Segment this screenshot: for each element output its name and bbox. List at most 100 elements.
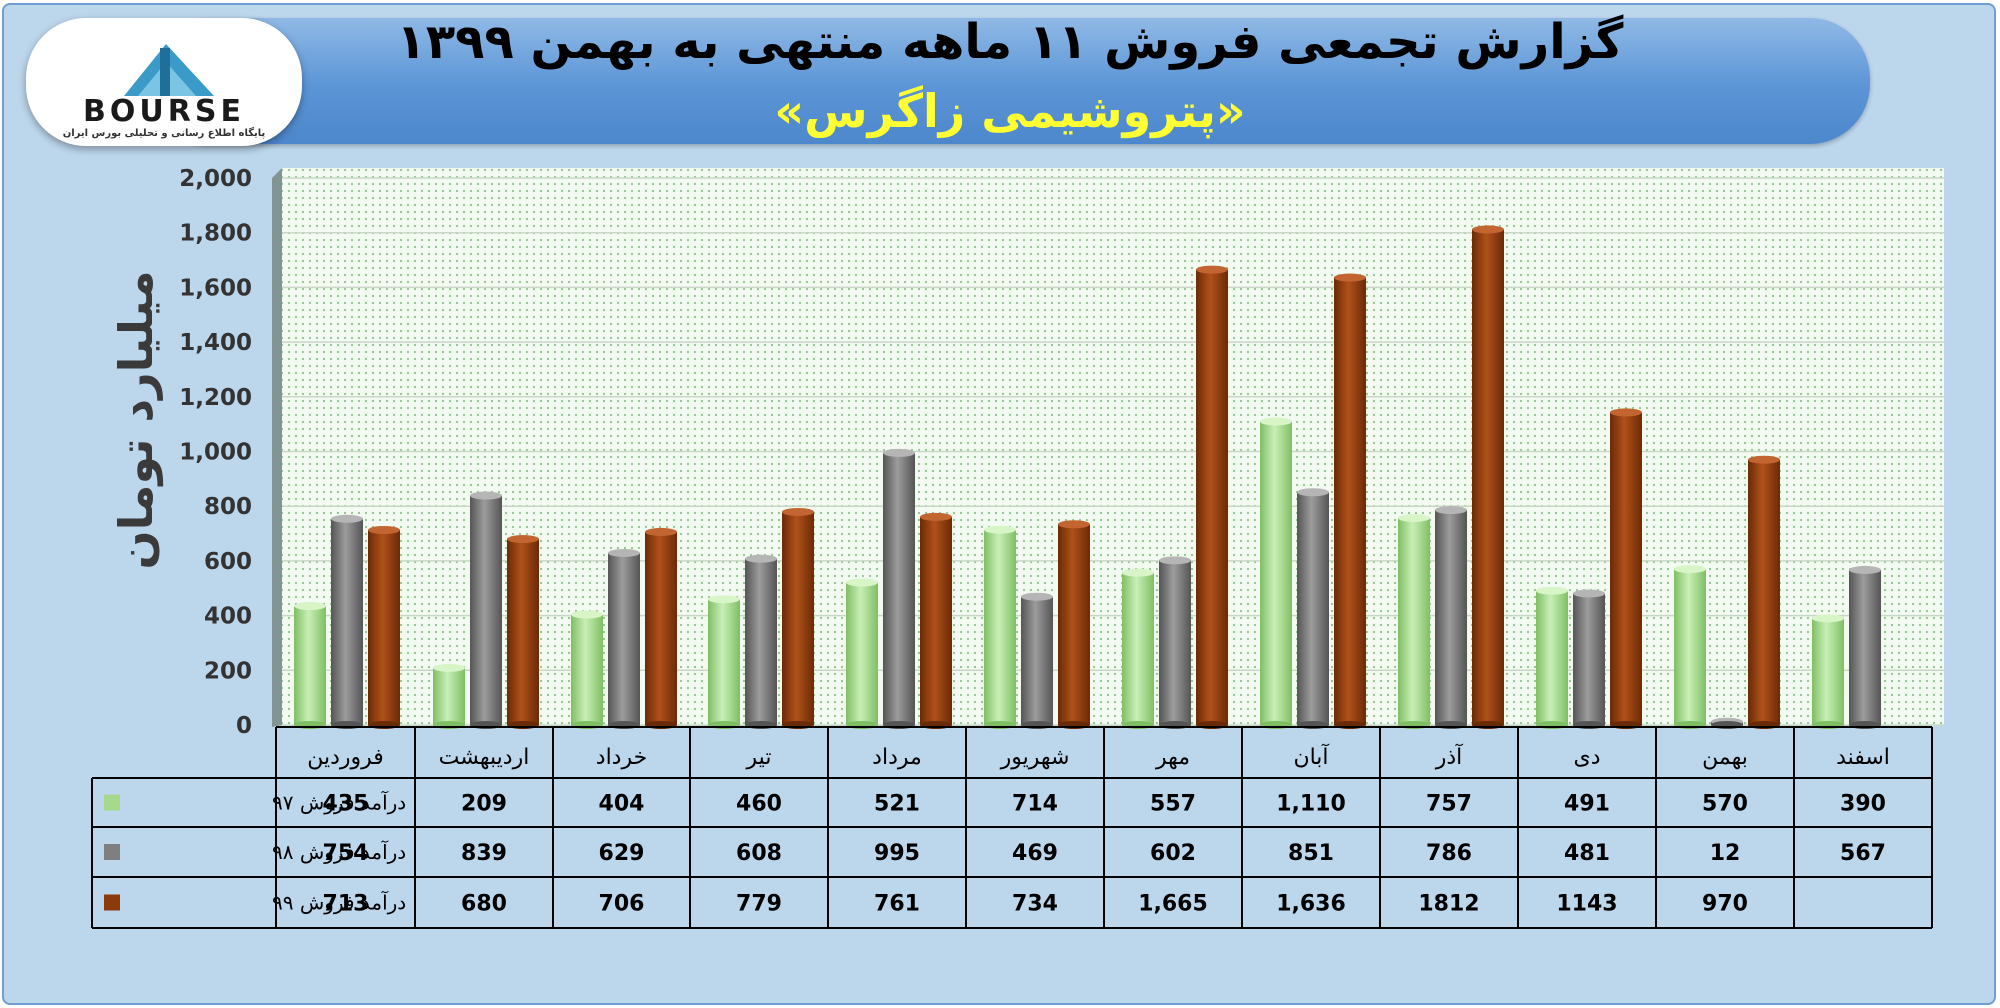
bar bbox=[1849, 565, 1881, 729]
bar bbox=[1297, 488, 1329, 729]
legend-label: درآمد فروش ۹۸ bbox=[272, 839, 406, 864]
bar bbox=[782, 507, 814, 729]
chart-subtitle: «پتروشیمی زاگرس» bbox=[774, 84, 1246, 138]
x-tick-label: بهمن bbox=[1702, 745, 1748, 770]
data-label: 713 bbox=[323, 892, 369, 917]
bar bbox=[1021, 592, 1053, 729]
data-label: 481 bbox=[1564, 841, 1610, 866]
data-label: 435 bbox=[323, 792, 369, 817]
bar bbox=[1812, 614, 1844, 729]
y-tick-label: 1,800 bbox=[179, 221, 252, 247]
y-tick-label: 0 bbox=[236, 713, 252, 739]
bar bbox=[745, 554, 777, 729]
bar bbox=[883, 448, 915, 729]
legend-swatch bbox=[104, 844, 120, 860]
x-tick-label: تیر bbox=[746, 745, 772, 770]
bar bbox=[331, 514, 363, 729]
x-tick-label: اسفند bbox=[1836, 745, 1890, 770]
data-label: 460 bbox=[736, 792, 782, 817]
bar bbox=[571, 610, 603, 729]
data-label: 209 bbox=[461, 792, 507, 817]
data-label: 851 bbox=[1288, 841, 1334, 866]
data-label: 1812 bbox=[1418, 892, 1479, 917]
plot-side-wall bbox=[272, 168, 282, 727]
x-tick-label: مرداد bbox=[872, 745, 922, 770]
data-label: 1,110 bbox=[1276, 792, 1346, 817]
legend-label: درآمد فروش ۹۷ bbox=[272, 790, 406, 815]
legend-label: درآمد فروش ۹۹ bbox=[272, 890, 406, 915]
data-label: 761 bbox=[874, 892, 920, 917]
bar bbox=[1398, 513, 1430, 729]
y-tick-label: 800 bbox=[204, 494, 252, 520]
legend-swatch bbox=[104, 894, 120, 911]
x-tick-label: فروردین bbox=[307, 745, 384, 770]
bar bbox=[1435, 506, 1467, 729]
data-label: 680 bbox=[461, 892, 507, 917]
data-label: 757 bbox=[1426, 792, 1472, 817]
data-label: 567 bbox=[1840, 841, 1886, 866]
bar bbox=[470, 491, 502, 729]
x-tick-label: آذر bbox=[1435, 743, 1463, 770]
x-tick-label: اردیبهشت bbox=[439, 745, 530, 770]
plot-area bbox=[282, 168, 1944, 725]
bar bbox=[1122, 568, 1154, 729]
bar bbox=[846, 578, 878, 729]
logo-caption: پایگاه اطلاع رسانی و تحلیلی بورس ایران bbox=[62, 128, 266, 139]
legend-swatch bbox=[104, 794, 120, 811]
bar bbox=[1748, 455, 1780, 729]
x-tick-label: شهریور bbox=[1000, 745, 1070, 770]
bar bbox=[1536, 586, 1568, 729]
data-label: 839 bbox=[461, 841, 507, 866]
bar bbox=[1196, 265, 1228, 729]
bar bbox=[1260, 417, 1292, 729]
bar bbox=[433, 663, 465, 729]
bar bbox=[368, 525, 400, 729]
bar bbox=[294, 602, 326, 729]
y-tick-label: 400 bbox=[204, 604, 252, 630]
data-label: 779 bbox=[736, 892, 782, 917]
bar bbox=[507, 535, 539, 729]
data-label: 714 bbox=[1012, 792, 1058, 817]
data-label: 469 bbox=[1012, 841, 1058, 866]
y-tick-label: 1,200 bbox=[179, 385, 252, 411]
y-tick-label: 2,000 bbox=[179, 166, 252, 192]
bar bbox=[1674, 565, 1706, 729]
logo-wordmark: BOURSE bbox=[83, 94, 245, 129]
data-label: 570 bbox=[1702, 792, 1748, 817]
data-label: 786 bbox=[1426, 841, 1472, 866]
data-label: 1,636 bbox=[1276, 892, 1346, 917]
bar bbox=[984, 525, 1016, 729]
chart-title: گزارش تجمعی فروش ۱۱ ماهه منتهی به بهمن ۱… bbox=[396, 14, 1624, 70]
bar bbox=[1573, 589, 1605, 729]
bar bbox=[608, 548, 640, 729]
bar bbox=[1058, 520, 1090, 729]
x-tick-label: مهر bbox=[1155, 745, 1190, 770]
x-tick-label: دی bbox=[1573, 745, 1600, 770]
data-label: 608 bbox=[736, 841, 782, 866]
data-label: 734 bbox=[1012, 892, 1058, 917]
title-banner bbox=[150, 18, 1870, 144]
data-label: 995 bbox=[874, 841, 920, 866]
y-tick-label: 1,600 bbox=[179, 275, 252, 301]
bar bbox=[920, 512, 952, 729]
data-label: 602 bbox=[1150, 841, 1196, 866]
bar bbox=[1159, 556, 1191, 729]
data-label: 12 bbox=[1710, 841, 1741, 866]
x-tick-label: آبان bbox=[1293, 743, 1329, 770]
data-label: 521 bbox=[874, 792, 920, 817]
data-label: 970 bbox=[1702, 892, 1748, 917]
bar bbox=[1610, 408, 1642, 729]
bourse-logo-mark-icon bbox=[124, 44, 214, 96]
bar bbox=[1472, 225, 1504, 729]
data-label: 1,665 bbox=[1138, 892, 1208, 917]
data-label: 404 bbox=[599, 792, 645, 817]
bar bbox=[645, 527, 677, 729]
bar bbox=[1334, 273, 1366, 729]
y-tick-label: 1,400 bbox=[179, 330, 252, 356]
data-label: 754 bbox=[323, 841, 369, 866]
x-tick-label: خرداد bbox=[596, 745, 647, 770]
y-tick-label: 600 bbox=[204, 549, 252, 575]
data-label: 491 bbox=[1564, 792, 1610, 817]
data-label: 390 bbox=[1840, 792, 1886, 817]
